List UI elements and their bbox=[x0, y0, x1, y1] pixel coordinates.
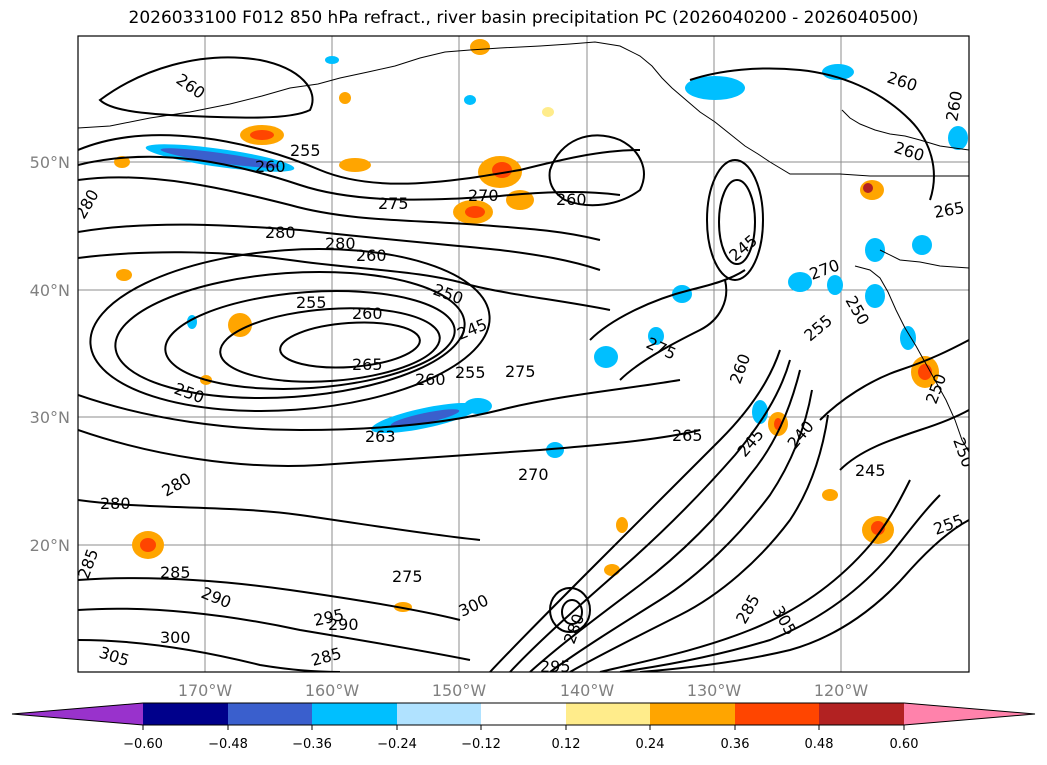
contour-label: 255 bbox=[296, 293, 327, 312]
refractivity-contours bbox=[78, 56, 969, 672]
contour-label: 265 bbox=[672, 426, 703, 445]
map-area bbox=[78, 36, 969, 672]
colorbar-segment bbox=[566, 703, 650, 725]
colorbar-tick: 0.12 bbox=[552, 737, 581, 752]
lat-label: 40°N bbox=[30, 281, 70, 300]
colorbar: −0.60 −0.48 −0.36 −0.24 −0.12 0.12 0.24 … bbox=[11, 702, 1036, 752]
colorbar-extend-low bbox=[12, 703, 143, 725]
contour-label: 275 bbox=[378, 194, 409, 213]
coastlines bbox=[78, 41, 969, 453]
map-title: 2026033100 F012 850 hPa refract., river … bbox=[128, 8, 919, 28]
colorbar-segment bbox=[735, 703, 819, 725]
colorbar-tick: 0.60 bbox=[890, 737, 919, 752]
lat-label: 30°N bbox=[30, 408, 70, 427]
contour-label: 275 bbox=[505, 362, 536, 381]
colorbar-segment bbox=[228, 703, 312, 725]
contour-label: 265 bbox=[352, 355, 383, 374]
colorbar-tick: −0.48 bbox=[208, 737, 248, 752]
map-content: 260 255 260 275 270 260 280 280 260 250 … bbox=[78, 36, 969, 676]
contour-label: 270 bbox=[468, 186, 499, 205]
lon-label: 150°W bbox=[432, 681, 487, 700]
contour-label: 295 bbox=[540, 657, 571, 676]
contour-label: 260 bbox=[255, 157, 286, 176]
lon-label: 120°W bbox=[814, 681, 869, 700]
contour-label: 263 bbox=[365, 427, 396, 446]
contour-label: 260 bbox=[415, 370, 446, 389]
contour-label: 280 bbox=[265, 223, 296, 242]
colorbar-segment bbox=[650, 703, 735, 725]
colorbar-segment bbox=[312, 703, 397, 725]
lon-label: 160°W bbox=[305, 681, 360, 700]
gridlines bbox=[78, 36, 969, 672]
colorbar-tick: −0.36 bbox=[292, 737, 332, 752]
colorbar-tick: 0.24 bbox=[636, 737, 665, 752]
contour-label: 285 bbox=[160, 563, 191, 582]
lat-label: 20°N bbox=[30, 536, 70, 555]
lon-label: 130°W bbox=[687, 681, 742, 700]
colorbar-tick: 0.36 bbox=[721, 737, 750, 752]
contour-label: 255 bbox=[455, 363, 486, 382]
contour-label: 300 bbox=[160, 628, 191, 647]
contour-label: 255 bbox=[290, 141, 321, 160]
contour-label: 280 bbox=[100, 494, 131, 513]
precip-shading bbox=[114, 39, 968, 612]
colorbar-tick: −0.12 bbox=[461, 737, 501, 752]
contour-label: 260 bbox=[352, 304, 383, 323]
contour-label: 270 bbox=[518, 465, 549, 484]
longitude-labels: 170°W 160°W 150°W 140°W 130°W 120°W bbox=[178, 681, 869, 700]
lon-label: 140°W bbox=[560, 681, 615, 700]
colorbar-tick: 0.48 bbox=[805, 737, 834, 752]
map-frame bbox=[77, 35, 970, 673]
contour-label: 275 bbox=[392, 567, 423, 586]
colorbar-segment bbox=[397, 703, 481, 725]
contour-label: 260 bbox=[556, 190, 587, 209]
colorbar-tick: −0.60 bbox=[123, 737, 163, 752]
lat-label: 50°N bbox=[30, 153, 70, 172]
contour-label: 290 bbox=[328, 615, 359, 634]
contour-label: 260 bbox=[356, 246, 387, 265]
colorbar-extend-high bbox=[904, 703, 1035, 725]
colorbar-segment bbox=[819, 703, 904, 725]
colorbar-tick: −0.24 bbox=[377, 737, 417, 752]
contour-label: 280 bbox=[325, 234, 356, 253]
colorbar-segment bbox=[481, 703, 566, 725]
lon-label: 170°W bbox=[178, 681, 233, 700]
contour-label: 245 bbox=[855, 461, 886, 480]
colorbar-segment bbox=[143, 703, 228, 725]
latitude-labels: 50°N 40°N 30°N 20°N bbox=[30, 153, 70, 555]
